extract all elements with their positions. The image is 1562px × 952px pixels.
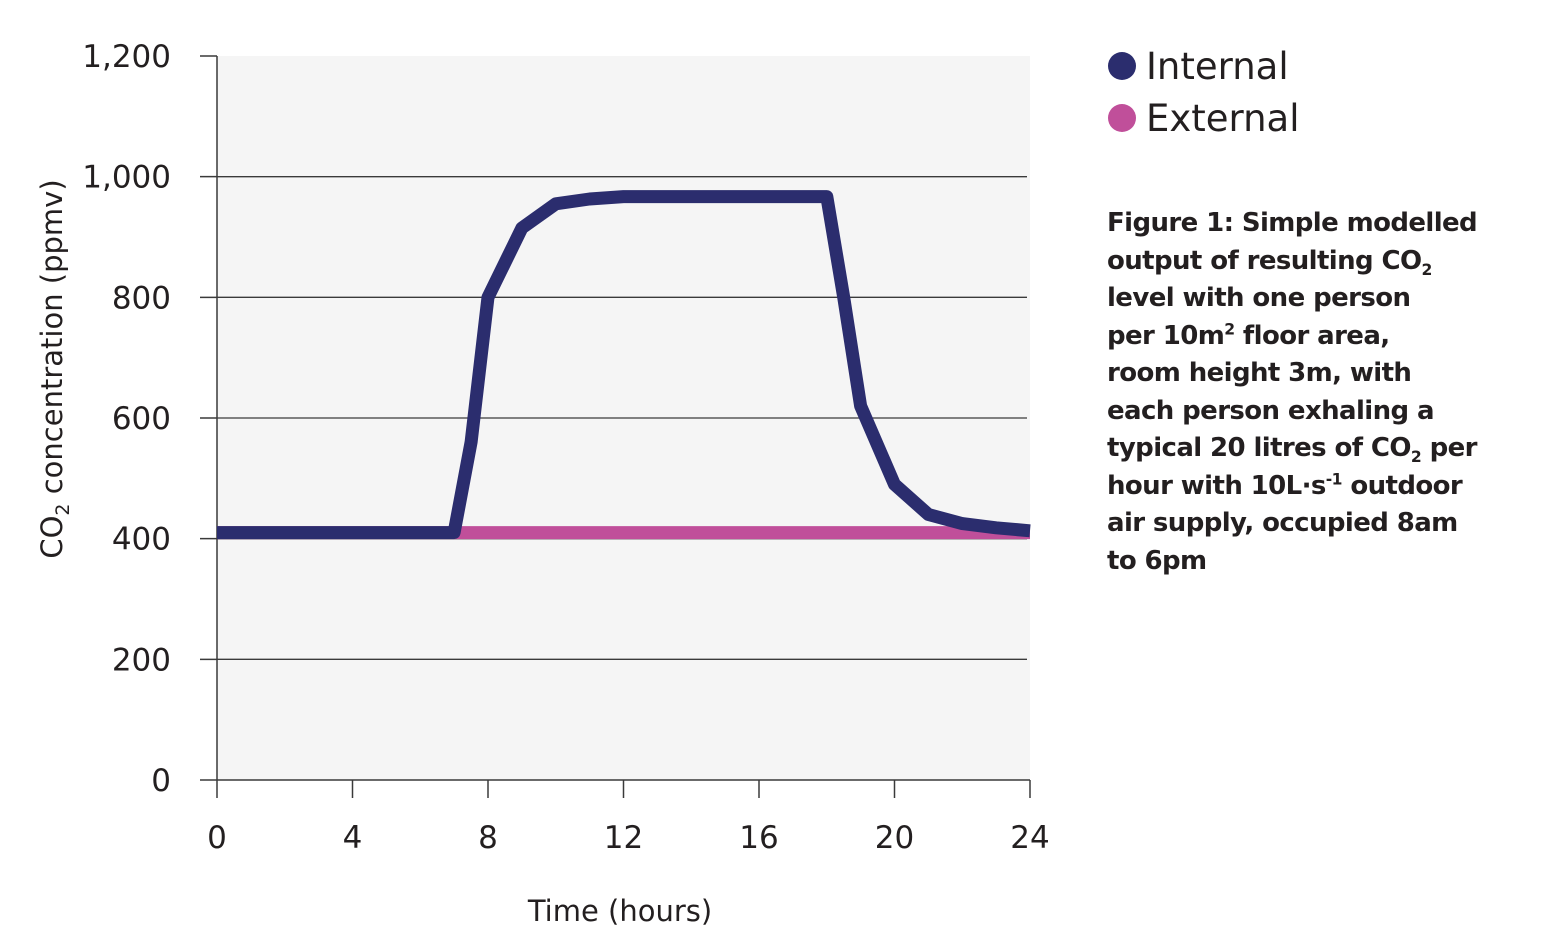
y-tick-label: 1,000 (82, 160, 171, 196)
legend-label-external: External (1146, 96, 1300, 140)
x-axis-title: Time (hours) (527, 894, 712, 928)
series-line-internal (217, 190, 1031, 540)
caption-line: Figure 1: Simple modelled (1107, 208, 1478, 238)
x-tick-label: 12 (604, 820, 643, 856)
legend-swatch-internal (1108, 52, 1136, 80)
legend-item-internal: Internal (1108, 40, 1300, 92)
caption-line: to 6pm (1107, 545, 1207, 576)
figure-caption: Figure 1: Simple modelled output of resul… (1107, 205, 1478, 580)
legend-swatch-external (1108, 104, 1136, 132)
y-tick-label: 600 (112, 401, 171, 437)
y-tick-label: 1,200 (82, 39, 171, 75)
y-tick-label: 200 (112, 642, 171, 678)
x-tick-label: 4 (343, 820, 363, 856)
caption-line: air supply, occupied 8am (1107, 508, 1458, 538)
caption-line: typical 20 litres of CO2 per (1107, 433, 1478, 467)
caption-line: room height 3m, with (1107, 358, 1412, 388)
legend-item-external: External (1108, 92, 1300, 144)
y-tick-label: 800 (112, 280, 171, 316)
y-axis-title: CO2 concentration (ppmv) (35, 179, 74, 558)
caption-line: output of resulting CO2 (1107, 245, 1432, 279)
caption-line: each person exhaling a (1107, 395, 1435, 426)
x-tick-label: 16 (739, 820, 778, 856)
x-tick-label: 24 (1010, 820, 1049, 856)
y-tick-label: 400 (112, 522, 171, 558)
x-tick-label: 8 (478, 820, 498, 856)
legend-label-internal: Internal (1146, 44, 1289, 88)
caption-line: level with one person (1107, 283, 1411, 313)
caption-line: per 10m2 floor area, (1107, 319, 1390, 351)
y-tick-label: 0 (151, 763, 171, 799)
x-tick-label: 0 (207, 820, 227, 856)
x-tick-label: 20 (875, 820, 914, 856)
caption-line: hour with 10L·s-1 outdoor (1107, 469, 1463, 501)
legend: Internal External (1108, 40, 1300, 144)
